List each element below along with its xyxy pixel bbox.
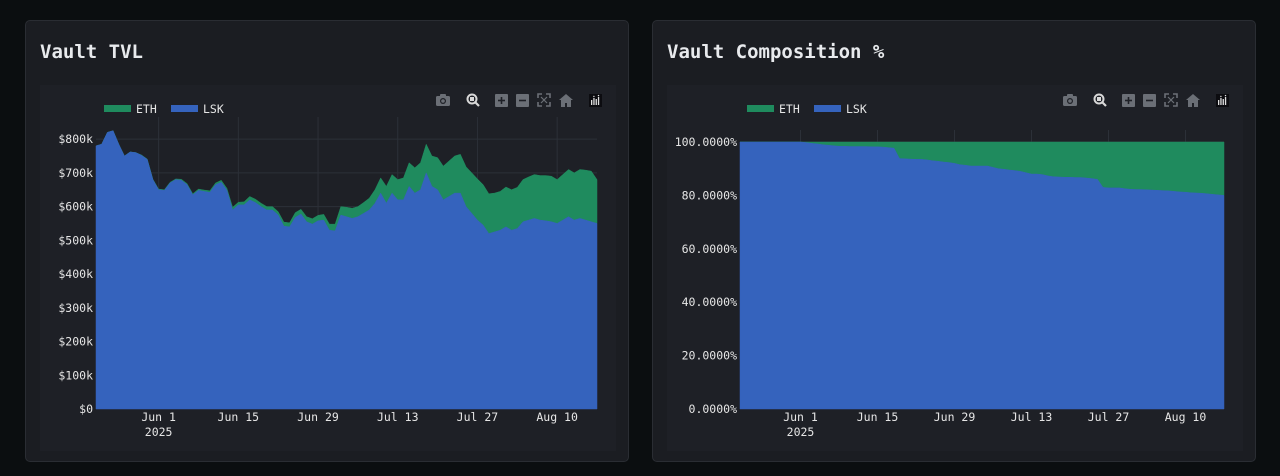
autoscale-icon[interactable] — [535, 91, 553, 109]
x-tick-label: Aug 10 — [536, 410, 578, 424]
zoom-icon[interactable] — [1091, 91, 1109, 109]
legend-label: LSK — [203, 102, 224, 116]
legend: ETH LSK — [747, 102, 867, 116]
x-tick-label: Jun 15 — [218, 410, 260, 424]
y-tick-label: $0 — [79, 402, 93, 416]
legend-label: ETH — [136, 102, 157, 116]
home-icon[interactable] — [1184, 91, 1202, 109]
y-tick-label: $300k — [58, 301, 93, 315]
vault-composition-chart[interactable]: 0.0000% 20.0000% 40.0000% 60.0000% 80.0000% 1… — [667, 85, 1243, 451]
legend-swatch — [104, 105, 131, 112]
series-area-lsk[interactable] — [95, 130, 598, 410]
y-tick-label: 40.0000% — [682, 295, 737, 309]
y-tick-label: $500k — [58, 233, 93, 247]
x-tick-label: Jul 27 — [1088, 410, 1130, 424]
vault-tvl-panel: Vault TVL $0 $100k $200k $300k $400k $500k $60… — [25, 20, 629, 462]
zoom-out-icon[interactable] — [513, 91, 531, 109]
x-tick-label: Jul 13 — [1011, 410, 1053, 424]
y-tick-label: $100k — [58, 368, 93, 382]
zoom-in-icon[interactable] — [492, 91, 510, 109]
logo-icon[interactable] — [586, 91, 604, 109]
vault-tvl-chart-svg: $0 $100k $200k $300k $400k $500k $600k $700k $80… — [58, 102, 598, 439]
x-tick-label: Jul 27 — [457, 410, 499, 424]
y-tick-label: $200k — [58, 335, 93, 349]
x-tick-year-label: 2025 — [787, 425, 815, 439]
camera-icon[interactable] — [434, 91, 452, 109]
x-tick-year-label: 2025 — [145, 425, 173, 439]
y-tick-label: $800k — [58, 132, 93, 146]
legend-item-eth[interactable]: ETH — [747, 102, 800, 116]
vault-composition-panel: Vault Composition % 0.0000% 20.0000% 40.00… — [652, 20, 1256, 462]
x-tick-label: Aug 10 — [1165, 410, 1207, 424]
legend-swatch — [747, 105, 774, 112]
panel-title: Vault Composition % — [667, 41, 885, 63]
zoom-icon[interactable] — [464, 91, 482, 109]
zoom-in-icon[interactable] — [1119, 91, 1137, 109]
y-tick-label: 100.0000% — [675, 135, 737, 149]
panel-title: Vault TVL — [40, 41, 143, 63]
x-tick-label: Jul 13 — [377, 410, 419, 424]
y-tick-label: $600k — [58, 200, 93, 214]
y-tick-label: 20.0000% — [682, 349, 737, 363]
legend-swatch — [814, 105, 841, 112]
legend-label: ETH — [779, 102, 800, 116]
legend-item-eth[interactable]: ETH — [104, 102, 157, 116]
zoom-out-icon[interactable] — [1140, 91, 1158, 109]
x-tick-label: Jun 29 — [297, 410, 339, 424]
x-tick-label: Jun 15 — [857, 410, 899, 424]
y-tick-label: 0.0000% — [689, 402, 738, 416]
vault-tvl-chart[interactable]: $0 $100k $200k $300k $400k $500k $600k $700k $80… — [40, 85, 616, 451]
x-tick-label: Jun 1 — [783, 410, 818, 424]
legend-swatch — [171, 105, 198, 112]
legend-label: LSK — [846, 102, 867, 116]
x-tick-label: Jun 1 — [141, 410, 176, 424]
y-tick-label: 80.0000% — [682, 188, 737, 202]
vault-composition-chart-svg: 0.0000% 20.0000% 40.0000% 60.0000% 80.0000% 1… — [675, 102, 1225, 439]
legend-item-lsk[interactable]: LSK — [171, 102, 224, 116]
y-tick-label: $400k — [58, 267, 93, 281]
camera-icon[interactable] — [1061, 91, 1079, 109]
series-area-lsk[interactable] — [739, 141, 1225, 410]
autoscale-icon[interactable] — [1162, 91, 1180, 109]
legend-item-lsk[interactable]: LSK — [814, 102, 867, 116]
y-tick-label: $700k — [58, 166, 93, 180]
x-tick-label: Jun 29 — [934, 410, 976, 424]
y-tick-label: 60.0000% — [682, 242, 737, 256]
legend: ETH LSK — [104, 102, 224, 116]
logo-icon[interactable] — [1213, 91, 1231, 109]
home-icon[interactable] — [557, 91, 575, 109]
